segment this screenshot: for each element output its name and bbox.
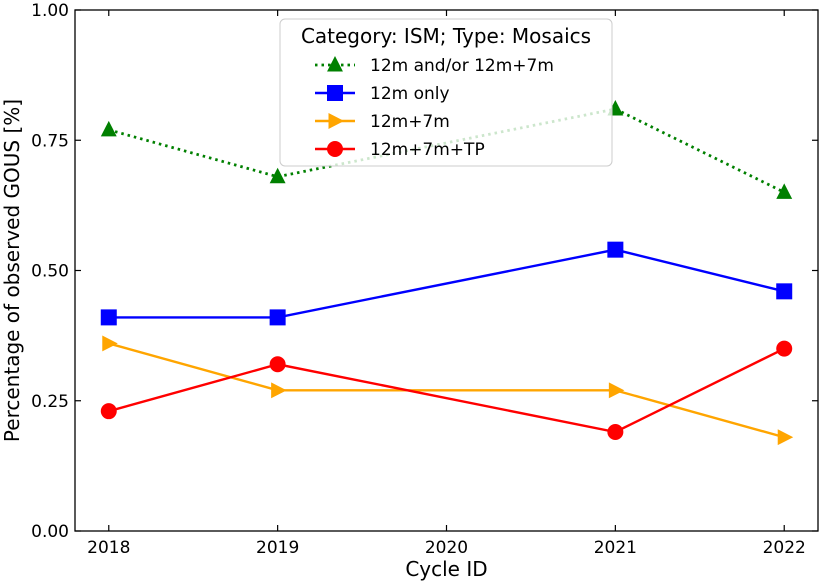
y-tick-label: 0.25 [31,392,69,412]
series-line [108,342,785,439]
data-point [607,241,624,258]
legend-label: 12m+7m+TP [370,140,485,160]
data-point [102,335,118,352]
legend-entry: 12m only [315,84,450,104]
data-point [269,167,286,184]
y-tick-label: 1.00 [31,1,69,21]
legend-entry: 12m+7m+TP [315,140,485,160]
legend-entry: 12m+7m [315,112,450,132]
x-tick-label: 2022 [763,538,806,558]
x-tick-label: 2018 [87,538,130,558]
data-point [100,120,117,137]
series-3 [102,335,794,446]
legend-title: Category: ISM; Type: Mosaics [301,24,591,48]
y-tick-label: 0.75 [31,131,69,151]
data-point [271,382,287,399]
data-point [100,403,117,420]
x-axis-label: Cycle ID [405,557,487,581]
y-axis-label: Percentage of observed GOUS [%] [0,99,24,442]
data-point [269,309,286,326]
series-2 [100,241,793,326]
series-line [108,347,785,434]
legend-box [279,18,613,167]
axes: 2018 2019 2020 2021 2022 0.00 0.25 0.50 0.75 1.00… [0,1,819,581]
data-point [100,309,117,326]
legend-label: 12m+7m [370,112,450,132]
legend-label: 12m and/or 12m+7m [370,56,554,76]
data-point [607,424,624,441]
data-point [776,183,793,199]
data-point [776,283,793,300]
legend-label: 12m only [370,84,450,104]
y-tick-label: 0.00 [31,522,69,542]
series-1 [100,100,793,199]
legend-entry: 12m and/or 12m+7m [315,56,554,76]
legend-marker [327,56,343,72]
x-tick-label: 2021 [594,538,637,558]
legend-marker [328,113,344,129]
series-line [108,248,785,319]
x-tick-label: 2019 [256,538,299,558]
series-4 [100,340,793,441]
data-point [608,382,625,399]
series-layer [100,100,794,446]
data-point [269,356,286,373]
legend-marker [327,85,343,101]
legend: Category: ISM; Type: Mosaics 12m and/or 1… [279,18,613,167]
data-point [777,429,794,446]
legend-marker [327,141,343,157]
data-point [776,340,793,357]
x-tick-label: 2020 [425,538,468,558]
y-tick-label: 0.50 [31,262,69,282]
